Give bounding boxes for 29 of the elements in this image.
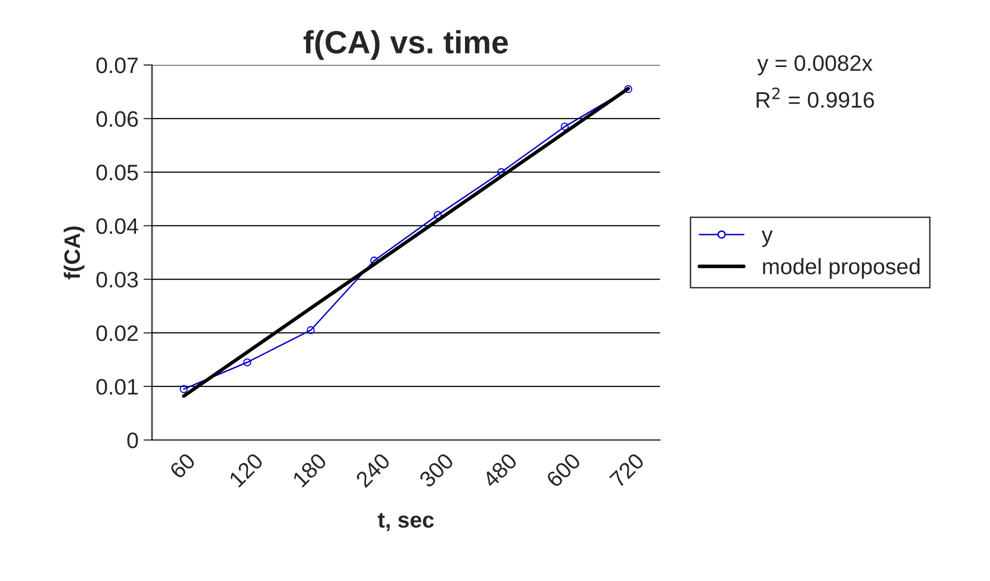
x-tick-label: 720 — [609, 452, 645, 488]
text: y = 0.0082x — [757, 55, 873, 76]
x-axis-title: t, sec — [378, 513, 434, 531]
legend-label: y — [762, 230, 773, 247]
y-tick-label: 0.03 — [96, 272, 138, 288]
x-tick-label: 480 — [482, 452, 518, 489]
y-tick-label: 0.04 — [96, 218, 138, 234]
point — [624, 85, 632, 94]
x-tick-label: 60 — [168, 452, 196, 480]
point — [306, 326, 315, 334]
y-axis-title: f(CA) — [64, 226, 84, 280]
y-tick-label: 0.05 — [96, 164, 138, 180]
point — [434, 211, 442, 219]
x-tick-label: 180 — [292, 452, 328, 488]
y-tick-label: 0.01 — [96, 378, 138, 395]
x-tick-label: 240 — [355, 452, 391, 488]
y-tick-label: 0 — [127, 432, 138, 448]
legend-label: model proposed — [763, 258, 920, 279]
point — [180, 385, 188, 394]
text: R$^{2}$ = 0.9916 — [756, 88, 874, 108]
y-tick-label: 0.06 — [96, 111, 138, 127]
x-tick-label: 600 — [546, 452, 582, 488]
point — [560, 122, 569, 131]
y-tick-label: 0.02 — [96, 325, 138, 342]
y-tick-label: 0.07 — [96, 58, 138, 74]
x-tick-label: 120 — [228, 452, 264, 488]
chart-title: f(CA) vs. time — [304, 30, 508, 60]
x-tick-label: 300 — [418, 452, 454, 488]
point — [243, 358, 252, 366]
